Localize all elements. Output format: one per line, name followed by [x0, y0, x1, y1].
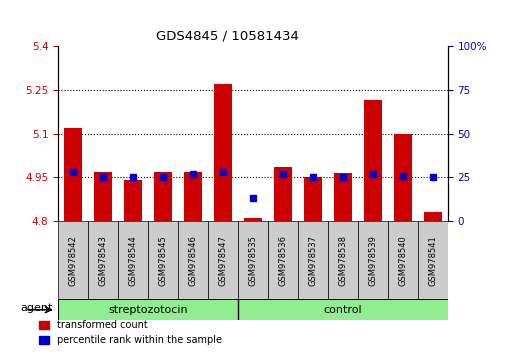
- Bar: [64, 128, 82, 221]
- Bar: [154, 172, 172, 221]
- Bar: [237, 299, 447, 320]
- Text: GSM978535: GSM978535: [248, 235, 257, 286]
- Bar: [357, 221, 387, 299]
- Bar: [327, 221, 357, 299]
- Bar: [178, 221, 208, 299]
- Bar: [237, 221, 268, 299]
- Text: GSM978545: GSM978545: [158, 235, 167, 286]
- Bar: [393, 134, 411, 221]
- Bar: [118, 221, 148, 299]
- Text: streptozotocin: streptozotocin: [108, 305, 187, 315]
- Bar: [273, 167, 291, 221]
- Text: GSM978543: GSM978543: [98, 235, 108, 286]
- Text: GSM978536: GSM978536: [278, 235, 287, 286]
- Text: GSM978544: GSM978544: [128, 235, 137, 286]
- Text: agent: agent: [21, 303, 53, 313]
- Bar: [208, 221, 237, 299]
- Bar: [333, 173, 351, 221]
- Text: GSM978542: GSM978542: [69, 235, 78, 286]
- Bar: [268, 221, 297, 299]
- Bar: [184, 172, 201, 221]
- Bar: [304, 177, 321, 221]
- Text: GSM978538: GSM978538: [338, 235, 347, 286]
- Bar: [214, 84, 232, 221]
- Legend: transformed count, percentile rank within the sample: transformed count, percentile rank withi…: [35, 316, 225, 349]
- Text: GSM978546: GSM978546: [188, 235, 197, 286]
- Bar: [423, 212, 441, 221]
- Text: GSM978537: GSM978537: [308, 235, 317, 286]
- Text: GSM978540: GSM978540: [397, 235, 407, 286]
- Bar: [124, 180, 142, 221]
- Bar: [148, 221, 178, 299]
- Bar: [243, 218, 262, 221]
- Bar: [387, 221, 417, 299]
- Bar: [297, 221, 327, 299]
- Text: GSM978541: GSM978541: [427, 235, 436, 286]
- Bar: [58, 221, 88, 299]
- Bar: [58, 299, 237, 320]
- Bar: [417, 221, 447, 299]
- Text: control: control: [323, 305, 362, 315]
- Text: GSM978547: GSM978547: [218, 235, 227, 286]
- Bar: [88, 221, 118, 299]
- Bar: [94, 172, 112, 221]
- Bar: [363, 100, 381, 221]
- Text: GDS4845 / 10581434: GDS4845 / 10581434: [156, 29, 298, 42]
- Text: GSM978539: GSM978539: [368, 235, 377, 286]
